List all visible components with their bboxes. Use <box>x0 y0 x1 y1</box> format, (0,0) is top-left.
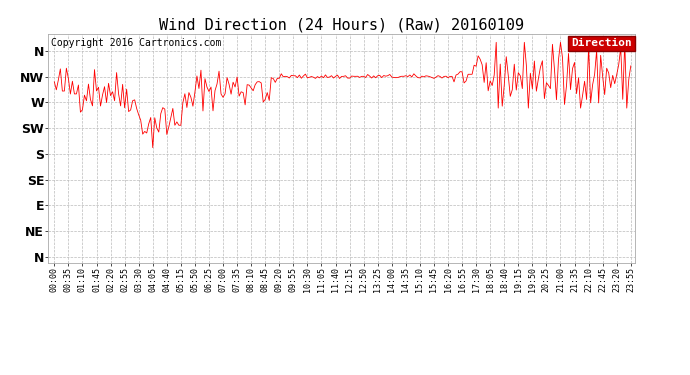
Title: Wind Direction (24 Hours) (Raw) 20160109: Wind Direction (24 Hours) (Raw) 20160109 <box>159 18 524 33</box>
Text: Copyright 2016 Cartronics.com: Copyright 2016 Cartronics.com <box>51 38 221 48</box>
Text: Direction: Direction <box>571 38 632 48</box>
